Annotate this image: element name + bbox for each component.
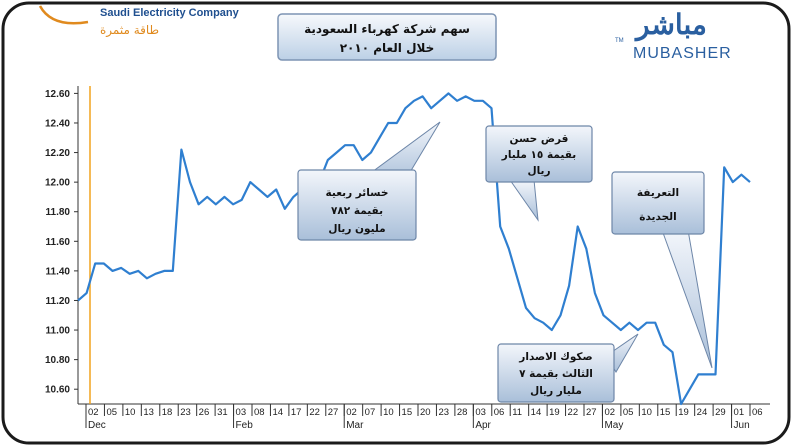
- month-label: May: [604, 420, 623, 431]
- x-tick-label: 15: [402, 407, 413, 418]
- y-tick-label: 11.60: [46, 237, 71, 248]
- mubasher-logo: مباشر TM MUBASHER: [615, 8, 732, 62]
- x-tick-label: 22: [568, 407, 579, 418]
- y-tick-label: 12.20: [45, 148, 70, 159]
- callout-text-line: بقيمة ٧٨٢: [331, 205, 383, 217]
- chart-title-line-2: خلال العام ٢٠١٠: [340, 41, 435, 56]
- month-label: Dec: [88, 420, 106, 431]
- company-name: Saudi Electricity Company: [100, 7, 240, 19]
- month-label: Jun: [734, 420, 750, 431]
- month-label: Feb: [236, 420, 254, 431]
- company-tagline: طاقة مثمرة: [100, 23, 159, 38]
- y-tick-layer: 10.60 10.80 11.00 11.20 11.40 11.60 11.80 12.00…: [45, 89, 78, 396]
- x-tick-label: 07: [365, 407, 376, 418]
- month-label: Apr: [475, 420, 491, 431]
- x-tick-label: 14: [531, 407, 542, 418]
- callout-text-line: خسائر ربعية: [326, 187, 389, 199]
- x-tick-label: 23: [438, 407, 449, 418]
- x-tick-label: 19: [678, 407, 689, 418]
- callout-text-line: قرض حسن: [510, 133, 569, 145]
- callout-text-line: ريال: [527, 165, 550, 177]
- x-tick-label: 10: [641, 407, 652, 418]
- mubasher-logo-english: MUBASHER: [633, 45, 732, 62]
- x-tick-label: 17: [291, 407, 302, 418]
- x-tick-label: 23: [180, 407, 191, 418]
- y-tick-label: 12.40: [45, 118, 70, 129]
- x-tick-label: 10: [383, 407, 394, 418]
- y-tick-label: 11.00: [46, 326, 71, 337]
- company-logo: Saudi Electricity Company طاقة مثمرة: [38, 5, 240, 38]
- y-tick-label: 11.20: [46, 296, 71, 307]
- callout-quarterly-loss: خسائر ربعية بقيمة ٧٨٢ مليون ريال: [297, 121, 441, 241]
- x-tick-label: 26: [199, 407, 210, 418]
- y-tick-label: 10.80: [45, 355, 70, 366]
- callout-box: [611, 171, 705, 235]
- callout-box: [497, 343, 615, 403]
- x-tick-label: 20: [420, 407, 431, 418]
- x-tick-label: 10: [125, 407, 136, 418]
- x-tick-label: 24: [697, 407, 708, 418]
- x-tick-label: 29: [715, 407, 726, 418]
- callout-text-line: مليون ريال: [328, 223, 385, 235]
- callout-box: [297, 169, 417, 241]
- x-tick-label: 28: [457, 407, 468, 418]
- callout-text-line: التعريفة: [637, 187, 679, 199]
- x-tick-label: 27: [328, 407, 339, 418]
- callout-text-line: صكوك الاصدار: [518, 351, 592, 363]
- x-tick-label: 06: [494, 407, 505, 418]
- y-tick-label: 10.60: [45, 385, 70, 396]
- callout-new-tariff: التعريفة الجديدة: [611, 171, 713, 369]
- x-tick-label: 08: [254, 407, 265, 418]
- y-tick-label: 11.40: [46, 266, 71, 277]
- x-tick-label: 18: [162, 407, 173, 418]
- month-label: Mar: [346, 420, 364, 431]
- y-tick-label: 12.60: [45, 89, 70, 100]
- title-box-background: [277, 13, 497, 61]
- callout-sukuk: صكوك الاصدار الثالث بقيمة ٧ مليار ريال: [497, 333, 639, 403]
- chart-title-box: سهم شركة كهرباء السعودية خلال العام ٢٠١٠: [277, 13, 497, 61]
- callout-text-line: الجديدة: [639, 211, 676, 223]
- x-tick-label: 15: [660, 407, 671, 418]
- x-tick-label: 13: [143, 407, 154, 418]
- x-tick-label: 11: [512, 407, 522, 418]
- x-tick-label: 01: [734, 407, 745, 418]
- callout-text-line: مليار ريال: [530, 385, 582, 397]
- mubasher-logo-arabic: مباشر: [634, 8, 707, 42]
- x-tick-label: 19: [549, 407, 560, 418]
- x-tick-label: 02: [604, 407, 615, 418]
- x-tick-label: 05: [623, 407, 634, 418]
- x-tick-label: 14: [272, 407, 283, 418]
- x-tick-label: 03: [236, 407, 247, 418]
- y-tick-label: 11.80: [46, 207, 71, 218]
- callout-soft-loan: قرض حسن بقيمة ١٥ مليار ريال: [485, 125, 593, 222]
- x-tick-label: 27: [586, 407, 597, 418]
- callout-text-line: بقيمة ١٥ مليار: [501, 149, 576, 161]
- x-tick-label: 31: [217, 407, 228, 418]
- x-tick-label: 02: [88, 407, 99, 418]
- trademark-label: TM: [615, 38, 624, 44]
- x-tick-label: 05: [106, 407, 117, 418]
- x-tick-label: 22: [309, 407, 320, 418]
- chart-title-line-1: سهم شركة كهرباء السعودية: [304, 22, 470, 37]
- callout-box: [485, 125, 593, 183]
- x-tick-label: 03: [475, 407, 486, 418]
- price-series-line: [77, 92, 751, 406]
- callout-text-line: الثالث بقيمة ٧: [519, 368, 593, 380]
- x-tick-label: 02: [346, 407, 357, 418]
- company-swoosh-icon: [38, 5, 89, 25]
- x-tick-layer: 02 05 10 13 18 23 26 31 03 08 14 17 22 27 02 07 10 15 20 23…: [85, 404, 763, 431]
- plot-area: 10.60 10.80 11.00 11.20 11.40 11.60 11.80 12.00…: [45, 86, 770, 431]
- x-tick-label: 06: [752, 407, 763, 418]
- y-tick-label: 12.00: [45, 178, 70, 189]
